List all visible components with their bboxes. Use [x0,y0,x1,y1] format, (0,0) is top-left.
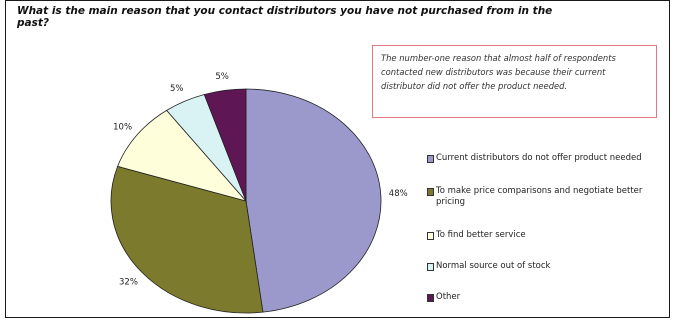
legend-label-4: Other [436,292,461,302]
legend-label-1: To make price comparisons and negotiate … [436,186,643,207]
pie-label-1: 32% [119,278,138,288]
chart-legend: Current distributors do not offer produc… [427,153,657,303]
legend-item-3: Normal source out of stock [427,261,657,272]
legend-item-1: To make price comparisons and negotiate … [427,186,657,208]
pie-label-0: 48% [389,189,408,199]
chart-title: What is the main reason that you contact… [17,5,553,29]
pie-slice-1 [110,165,264,314]
pie-label-2: 10% [113,123,132,133]
legend-label-0: Current distributors do not offer produc… [436,153,642,163]
legend-item-4: Other [427,292,657,303]
pie-slice-2 [117,109,248,202]
legend-item-0: Current distributors do not offer produc… [427,153,657,164]
pie-slices [110,88,382,314]
legend-label-3: Normal source out of stock [436,261,551,271]
legend-swatch-4 [427,294,434,302]
legend-swatch-1 [427,188,434,196]
legend-swatch-2 [427,232,434,240]
pie-slice-0 [245,88,382,313]
callout-box: The number-one reason that almost half o… [372,45,657,118]
legend-item-2: To find better service [427,230,657,241]
pie-label-4: 5% [215,72,229,82]
legend-swatch-3 [427,263,434,271]
legend-label-2: To find better service [436,230,526,240]
pie-slice-4 [203,88,247,202]
pie-label-3: 5% [170,84,184,94]
pie-labels: 48% 32% 10% 5% 5% [113,72,408,288]
legend-swatch-0 [427,155,434,163]
